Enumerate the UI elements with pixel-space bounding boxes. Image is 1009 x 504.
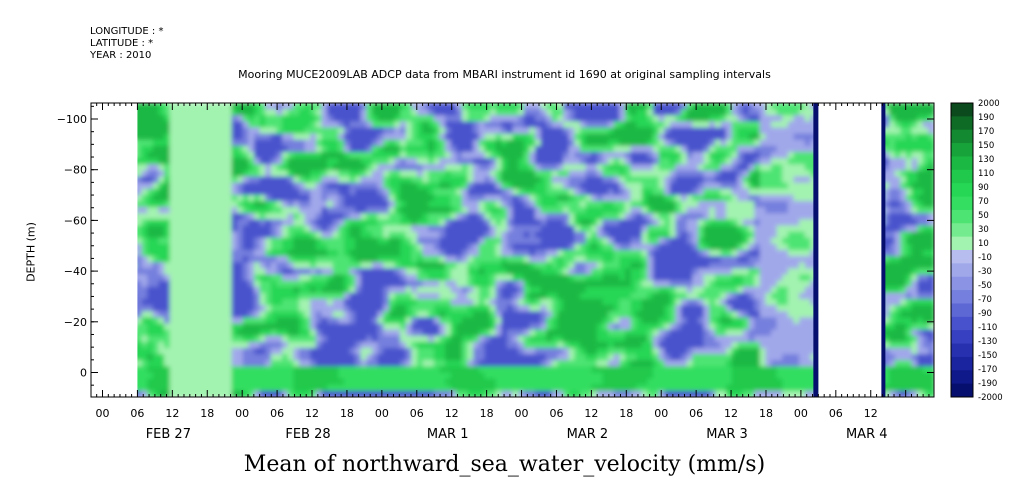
variable-title: Mean of northward_sea_water_velocity (mm… [243,452,766,477]
x-hour-label: 00 [235,407,249,420]
colorbar-swatch [951,196,973,211]
colorbar-label: 70 [978,197,989,207]
colorbar-label: -170 [978,365,997,375]
colorbar-swatch [951,290,973,304]
colorbar-swatch [951,316,973,331]
colorbar-label: -130 [978,337,997,347]
x-hour-label: 12 [165,407,179,420]
colorbar-label: 130 [978,155,994,165]
x-hour-label: 06 [130,407,144,420]
x-hour-label: 18 [340,407,354,420]
colorbar-label: -2000 [978,393,1003,403]
colorbar-swatch [951,383,973,398]
colorbar-swatch [951,116,973,131]
colorbar-label: 150 [978,141,994,151]
y-tick-label: −40 [64,265,87,278]
colorbar-swatch [951,103,973,117]
colorbar-label: -50 [978,281,992,291]
colorbar-swatch [951,356,973,371]
x-hour-label: 12 [584,407,598,420]
colorbar-swatch [951,129,973,144]
colorbar-label: -70 [978,295,992,305]
colorbar-label: 90 [978,183,989,193]
x-date-label: MAR 3 [706,427,748,442]
x-date-label: FEB 27 [146,427,191,442]
missing-data-gap [818,103,883,397]
colorbar-swatch [951,169,973,184]
colorbar-label: 50 [978,211,989,221]
x-hour-label: 06 [410,407,424,420]
x-hour-label: 00 [375,407,389,420]
colorbar-swatch [951,370,973,385]
colorbar-frame [950,102,974,398]
missing-data-gap [91,103,138,397]
x-hour-label: 06 [829,407,843,420]
x-hour-label: 18 [480,407,494,420]
x-hour-label: 12 [305,407,319,420]
colorbar-label: -30 [978,267,992,277]
x-hour-label: 00 [654,407,668,420]
x-date-label: MAR 4 [846,427,888,442]
gap-edge-right [881,103,886,397]
x-hour-label: 00 [794,407,808,420]
x-hour-label: 18 [200,407,214,420]
colorbar-swatch [951,236,973,251]
colorbar-label: -90 [978,309,992,319]
colorbar-label: 110 [978,169,994,179]
colorbar-legend: 2000 190 170 150 130 110 90 70 50 30 10 -10 -30 -50 -7… [950,99,1003,403]
plot-area [90,102,935,398]
colorbar-label: 170 [978,127,994,137]
x-hour-label: 06 [689,407,703,420]
colorbar-swatch [951,156,973,171]
year-label: YEAR : 2010 [90,50,152,61]
y-tick-label: −80 [64,164,87,177]
colorbar-label: -150 [978,351,997,361]
y-tick-label: −60 [64,214,87,227]
x-hour-label: 00 [96,407,110,420]
colorbar-swatch [951,250,973,264]
x-hour-label: 18 [619,407,633,420]
x-hour-label: 12 [724,407,738,420]
colorbar-swatch [951,223,973,238]
y-axis: −100 −80 −60 −40 −20 0 [57,105,934,386]
colorbar-swatch [951,303,973,318]
x-axis: 00 06 12 18 00 06 12 18 00 06 12 18 00 06 12 18 00 06 12 18… [96,103,930,442]
colorbar-swatch [951,143,973,157]
y-tick-label: −100 [57,113,87,126]
x-hour-label: 12 [445,407,459,420]
y-tick-label: 0 [80,367,87,380]
colorbar-swatch [951,263,973,278]
x-date-label: MAR 2 [567,427,609,442]
x-hour-label: 06 [549,407,563,420]
colorbar-label: 10 [978,239,989,249]
colorbar-swatch [951,330,973,344]
longitude-label: LONGITUDE : * [90,26,164,37]
x-hour-label: 18 [759,407,773,420]
colorbar-swatch [951,209,973,224]
colorbar-swatch [951,183,973,197]
y-tick-label: −20 [64,316,87,329]
gap-edge-left [813,103,819,397]
colorbar-label: 30 [978,225,989,235]
plot-frame [90,102,935,398]
colorbar-swatch [951,276,973,291]
x-hour-label: 00 [515,407,529,420]
colorbar-label: -110 [978,323,997,333]
chart-title: Mooring MUCE2009LAB ADCP data from MBARI… [238,68,771,81]
latitude-label: LATITUDE : * [90,38,154,49]
colorbar-label: -10 [978,253,992,263]
colorbar-label: 190 [978,113,994,123]
colorbar-label: -190 [978,379,997,389]
colorbar-label: 2000 [978,99,1000,109]
x-hour-label: 12 [864,407,878,420]
x-date-label: FEB 28 [285,427,330,442]
x-hour-label: 06 [270,407,284,420]
colorbar-swatch [951,343,973,358]
velocity-field [91,103,934,397]
x-date-label: MAR 1 [427,427,469,442]
